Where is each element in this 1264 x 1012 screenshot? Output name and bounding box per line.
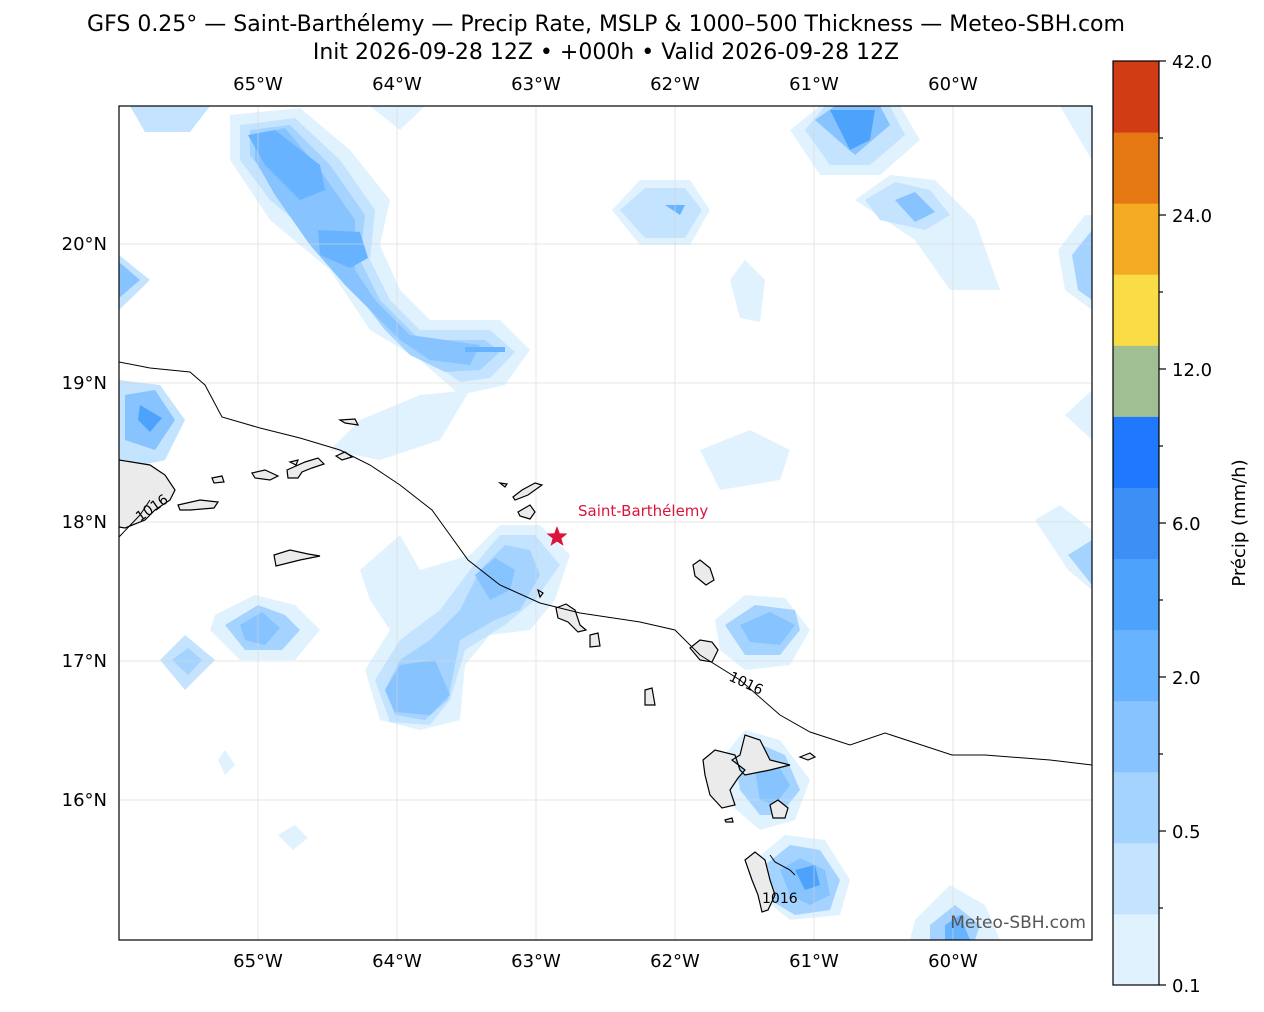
- location-label: Saint-Barthélemy: [578, 502, 708, 520]
- colorbar-tick-label: 24.0: [1172, 206, 1212, 227]
- svg-text:1: 1: [1102, 652, 1112, 671]
- watermark: Meteo-SBH.com: [950, 913, 1086, 933]
- colorbar-tick-label: 0.1: [1172, 976, 1201, 997]
- lon-tick-label: 62°W: [650, 951, 700, 972]
- colorbar-tick-label: 6.0: [1172, 514, 1201, 535]
- lon-tick-label: 65°W: [233, 951, 283, 972]
- colorbar-cell: [1113, 771, 1159, 844]
- colorbar-cell: [1113, 629, 1159, 702]
- svg-text:1: 1: [1102, 513, 1112, 532]
- colorbar-tick-label: 0.5: [1172, 822, 1201, 843]
- lon-tick-label: 63°W: [511, 74, 561, 95]
- colorbar-tick-label: 2.0: [1172, 668, 1201, 689]
- colorbar-tick-label: 12.0: [1172, 360, 1212, 381]
- map-gridlines: [119, 106, 1092, 940]
- land-islands: [119, 418, 817, 913]
- colorbar: 42.0 24.0 12.0 6.0 2.0 0.5 0.1 Précip (m…: [1112, 52, 1250, 997]
- map-frame: [118, 105, 1093, 941]
- colorbar-tick-label: 42.0: [1172, 52, 1212, 73]
- isobar-label: 1016: [762, 891, 798, 907]
- map-area: 1016 1016 1016 2 1 1 1 1 Saint-Barthélem…: [119, 106, 1112, 940]
- lon-tick-label: 60°W: [928, 951, 978, 972]
- colorbar-cell: [1113, 700, 1159, 773]
- lat-tick-label: 16°N: [62, 790, 107, 811]
- colorbar-cell: [1113, 203, 1159, 275]
- svg-text:1: 1: [1102, 374, 1112, 393]
- lat-labels: 20°N 19°N 18°N 17°N 16°N: [62, 234, 107, 811]
- lon-tick-label: 63°W: [511, 951, 561, 972]
- colorbar-ticks: [1159, 60, 1166, 986]
- lon-tick-label: 61°W: [789, 951, 839, 972]
- right-edge-labels: 2 1 1 1 1: [1102, 235, 1112, 810]
- chart-subtitle: Init 2026-09-28 12Z • +000h • Valid 2026…: [312, 40, 900, 65]
- lon-labels-top: 65°W 64°W 63°W 62°W 61°W 60°W: [233, 74, 978, 95]
- colorbar-cell: [1113, 416, 1159, 488]
- colorbar-cell: [1113, 132, 1159, 204]
- lon-tick-label: 64°W: [372, 74, 422, 95]
- colorbar-cell: [1113, 558, 1159, 631]
- lat-tick-label: 18°N: [62, 512, 107, 533]
- colorbar-label: Précip (mm/h): [1229, 459, 1250, 586]
- location-marker-star-icon: [546, 526, 568, 546]
- lon-tick-label: 60°W: [928, 74, 978, 95]
- isobar-1016: [119, 361, 1092, 766]
- puerto-rico-east-coast: [119, 459, 176, 529]
- colorbar-cell: [1113, 61, 1159, 133]
- chart-title: GFS 0.25° — Saint-Barthélemy — Precip Ra…: [87, 12, 1125, 37]
- colorbar-cell: [1113, 345, 1159, 417]
- lon-labels-bottom: 65°W 64°W 63°W 62°W 61°W 60°W: [233, 951, 978, 972]
- colorbar-cell: [1113, 913, 1159, 986]
- colorbar-cell: [1113, 274, 1159, 346]
- lat-tick-label: 20°N: [62, 234, 107, 255]
- lat-tick-label: 17°N: [62, 651, 107, 672]
- colorbar-cell: [1113, 842, 1159, 915]
- colorbar-cell: [1113, 487, 1159, 560]
- svg-text:2: 2: [1102, 235, 1112, 254]
- colorbar-cells: [1113, 61, 1159, 986]
- lon-tick-label: 65°W: [233, 74, 283, 95]
- lon-tick-label: 61°W: [789, 74, 839, 95]
- lon-tick-label: 64°W: [372, 951, 422, 972]
- lon-tick-label: 62°W: [650, 74, 700, 95]
- colorbar-tick-labels: 42.0 24.0 12.0 6.0 2.0 0.5 0.1: [1172, 52, 1212, 997]
- svg-text:1: 1: [1102, 791, 1112, 810]
- lat-tick-label: 19°N: [62, 373, 107, 394]
